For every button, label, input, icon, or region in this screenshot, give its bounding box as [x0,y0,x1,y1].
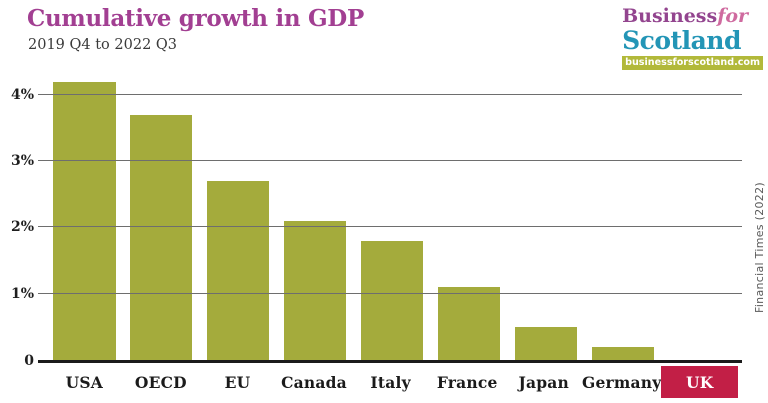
y-tick-label-0: 0 [24,353,34,369]
bar-column-usa [46,75,123,360]
bar-japan [514,327,577,360]
bar-canada [283,221,347,360]
gridline-3pct [38,160,742,161]
x-label-usa: USA [65,372,103,392]
x-label-canada: Canada [281,372,347,392]
x-label-uk: UK [661,366,739,398]
business-for-scotland-logo: Businessfor Scotland businessforscotland… [622,7,763,70]
y-tick-label-1: 1% [10,286,34,302]
bar-column-eu [200,75,277,360]
bar-italy [360,241,424,360]
x-label-france: France [436,372,498,392]
gridline-1pct [38,293,742,294]
y-tick-label-2: 2% [10,219,34,235]
logo-word-business: Business [622,5,718,27]
logo-url-banner: businessforscotland.com [622,56,763,70]
page-title: Cumulative growth in GDP [27,5,364,32]
logo-word-for: for [717,5,749,27]
gridline-4pct [38,94,742,95]
bar-column-france [430,75,507,360]
bar-column-germany [584,75,661,360]
logo-line1: Businessfor [622,7,763,26]
page-subtitle: 2019 Q4 to 2022 Q3 [28,37,178,53]
x-label-italy: Italy [370,372,411,392]
bar-france [437,287,501,360]
bar-oecd [130,115,193,360]
bar-usa [53,82,116,360]
bar-column-japan [507,75,584,360]
x-label-eu: EU [224,372,251,392]
x-label-oecd: OECD [134,372,187,392]
bar-column-uk [661,75,738,360]
bar-column-oecd [123,75,200,360]
y-tick-label-3: 3% [10,153,34,169]
source-credit: Financial Times (2022) [753,182,766,313]
x-label-japan: Japan [518,372,570,392]
x-axis-labels: USA OECD EU Canada Italy France Japan Germany UK [38,366,742,398]
bar-column-italy [354,75,431,360]
bars-row [38,75,742,360]
gridline-2pct [38,226,742,227]
y-tick-label-4: 4% [10,87,34,103]
bar-eu [207,181,270,360]
logo-word-scotland: Scotland [622,26,741,55]
bar-chart-plot-area: 0 1% 2% 3% 4% [11,75,742,369]
bar-germany [591,347,654,360]
bar-column-canada [277,75,354,360]
x-label-germany: Germany [582,372,662,392]
